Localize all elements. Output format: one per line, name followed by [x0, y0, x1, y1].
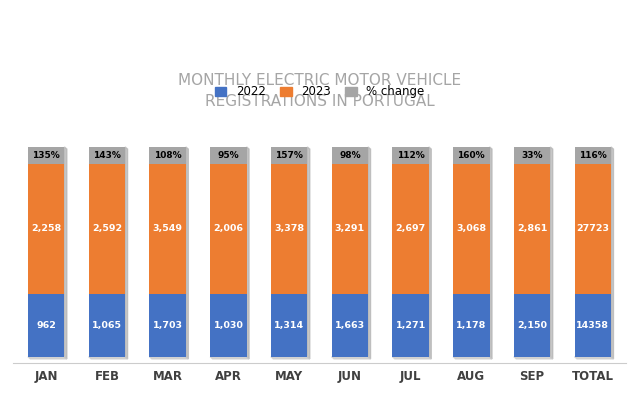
Text: 2,006: 2,006 [213, 224, 243, 233]
Polygon shape [453, 357, 492, 359]
Bar [210, 294, 247, 357]
Bar [514, 164, 550, 294]
Title: MONTHLY ELECTRIC MOTOR VEHICLE
REGISTRATIONS IN PORTUGAL: MONTHLY ELECTRIC MOTOR VEHICLE REGISTRAT… [178, 73, 461, 109]
Bar [28, 164, 65, 294]
Text: 112%: 112% [397, 151, 424, 160]
Text: 1,663: 1,663 [335, 321, 365, 330]
Polygon shape [392, 357, 431, 359]
Text: 1,271: 1,271 [396, 321, 426, 330]
Bar [392, 294, 429, 357]
Polygon shape [429, 147, 431, 359]
Polygon shape [307, 147, 310, 359]
Bar [150, 294, 186, 357]
Text: 160%: 160% [458, 151, 485, 160]
Bar [392, 164, 429, 294]
Legend: 2022, 2023, % change: 2022, 2023, % change [211, 82, 428, 102]
Bar [332, 294, 368, 357]
Bar [453, 147, 489, 164]
Polygon shape [514, 357, 553, 359]
Text: 14358: 14358 [576, 321, 610, 330]
Text: 116%: 116% [579, 151, 606, 160]
Bar [574, 147, 611, 164]
Polygon shape [89, 357, 128, 359]
Bar [453, 164, 489, 294]
Text: 3,549: 3,549 [153, 224, 183, 233]
Text: 2,697: 2,697 [396, 224, 426, 233]
Text: 3,068: 3,068 [456, 224, 486, 233]
Polygon shape [125, 147, 128, 359]
Text: 1,030: 1,030 [213, 321, 243, 330]
Polygon shape [489, 147, 492, 359]
Text: 95%: 95% [218, 151, 239, 160]
Text: 1,314: 1,314 [274, 321, 304, 330]
Bar [210, 147, 247, 164]
Polygon shape [28, 357, 67, 359]
Bar [271, 164, 307, 294]
Text: 27723: 27723 [576, 224, 610, 233]
Polygon shape [332, 357, 371, 359]
Text: 157%: 157% [275, 151, 303, 160]
Polygon shape [150, 357, 189, 359]
Text: 1,703: 1,703 [153, 321, 183, 330]
Text: 2,258: 2,258 [31, 224, 61, 233]
Text: 33%: 33% [521, 151, 543, 160]
Polygon shape [65, 147, 67, 359]
Bar [89, 164, 125, 294]
Text: 2,861: 2,861 [517, 224, 547, 233]
Bar [28, 147, 65, 164]
Polygon shape [550, 147, 553, 359]
Polygon shape [574, 357, 613, 359]
Bar [271, 147, 307, 164]
Polygon shape [210, 357, 249, 359]
Bar [89, 147, 125, 164]
Text: 108%: 108% [154, 151, 181, 160]
Text: 3,291: 3,291 [335, 224, 365, 233]
Bar [28, 294, 65, 357]
Bar [150, 164, 186, 294]
Bar [150, 147, 186, 164]
Polygon shape [247, 147, 249, 359]
Bar [574, 294, 611, 357]
Text: 962: 962 [36, 321, 56, 330]
Text: 143%: 143% [93, 151, 121, 160]
Bar [332, 164, 368, 294]
Bar [89, 294, 125, 357]
Bar [574, 164, 611, 294]
Polygon shape [186, 147, 189, 359]
Text: 1,178: 1,178 [456, 321, 486, 330]
Text: 135%: 135% [33, 151, 60, 160]
Text: 3,378: 3,378 [274, 224, 304, 233]
Bar [332, 147, 368, 164]
Bar [514, 147, 550, 164]
Bar [392, 147, 429, 164]
Polygon shape [368, 147, 371, 359]
Bar [271, 294, 307, 357]
Polygon shape [611, 147, 613, 359]
Text: 98%: 98% [339, 151, 360, 160]
Bar [453, 294, 489, 357]
Text: 2,150: 2,150 [517, 321, 547, 330]
Text: 2,592: 2,592 [92, 224, 122, 233]
Bar [210, 164, 247, 294]
Bar [514, 294, 550, 357]
Polygon shape [271, 357, 310, 359]
Text: 1,065: 1,065 [92, 321, 122, 330]
